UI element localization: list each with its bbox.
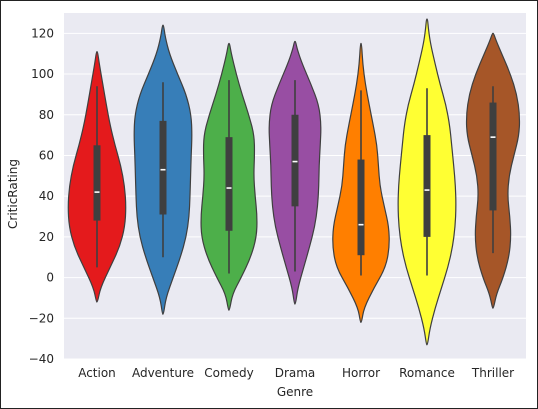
y-tick-label: 40 xyxy=(39,189,54,203)
x-tick-labels: Action Adventure Comedy Drama Horror Romance T… xyxy=(78,366,514,380)
violin-thriller xyxy=(465,32,521,309)
y-tick-label: 60 xyxy=(39,148,54,162)
violin-iqr-box xyxy=(291,114,299,207)
violins xyxy=(67,18,521,346)
violin-iqr-box xyxy=(93,145,101,221)
y-tick-label: 20 xyxy=(39,230,54,244)
y-tick-label: −40 xyxy=(29,352,54,366)
y-axis-label: CriticRating xyxy=(6,159,20,229)
x-tick-label: Action xyxy=(78,366,116,380)
x-tick-label: Comedy xyxy=(204,366,254,380)
y-tick-label: 0 xyxy=(46,271,54,285)
violin-iqr-box xyxy=(225,137,233,231)
violin-iqr-box xyxy=(423,135,431,237)
violin-adventure xyxy=(133,24,193,315)
x-tick-label: Drama xyxy=(275,366,316,380)
x-tick-label: Horror xyxy=(342,366,380,380)
violin-iqr-box xyxy=(159,120,167,215)
x-axis-label: Genre xyxy=(277,385,313,399)
violin-iqr-box xyxy=(357,159,365,256)
violin-action xyxy=(67,51,127,303)
y-tick-labels: −40 −20 0 20 40 60 80 100 120 xyxy=(29,26,54,366)
x-tick-label: Thriller xyxy=(471,366,514,380)
y-tick-label: −20 xyxy=(29,311,54,325)
violin-comedy xyxy=(200,42,258,311)
x-tick-label: Adventure xyxy=(132,366,194,380)
y-tick-label: 80 xyxy=(39,108,54,122)
violin-iqr-box xyxy=(489,102,497,211)
x-tick-label: Romance xyxy=(399,366,455,380)
violin-horror xyxy=(332,42,390,323)
y-tick-label: 100 xyxy=(31,67,54,81)
violin-romance xyxy=(397,18,457,346)
violin-drama xyxy=(268,40,322,305)
y-tick-label: 120 xyxy=(31,26,54,40)
